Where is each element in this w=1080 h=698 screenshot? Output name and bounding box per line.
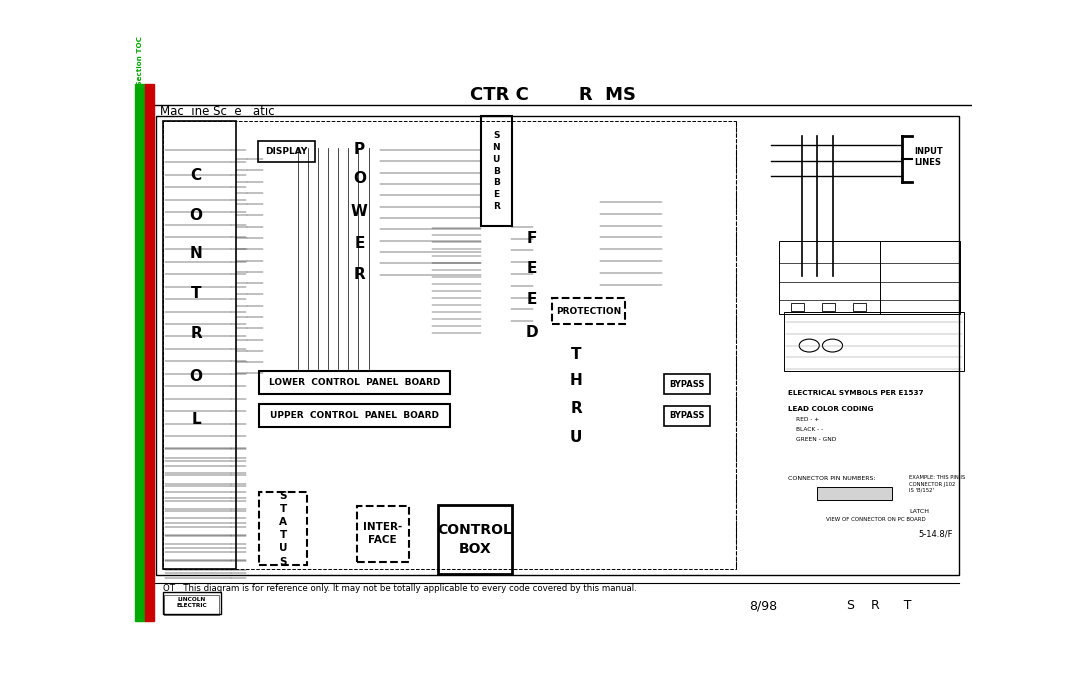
Text: 5-14.8/F: 5-14.8/F [918, 530, 953, 539]
Text: OT   This diagram is for reference only. It may not be totally applicable to eve: OT This diagram is for reference only. I… [163, 584, 636, 593]
Text: CONNECTOR PIN NUMBERS:: CONNECTOR PIN NUMBERS: [788, 476, 876, 482]
Bar [818, 487, 892, 500]
Text: S
T
A
T
U
S: S T A T U S [279, 491, 287, 567]
Text: Return to Master TOC: Return to Master TOC [147, 234, 152, 323]
Text: Return to Master TOC: Return to Master TOC [147, 363, 152, 452]
Text: LATCH: LATCH [909, 509, 929, 514]
Bar [163, 592, 221, 614]
Bar [664, 374, 710, 394]
Text: R: R [570, 401, 582, 417]
Bar [259, 403, 449, 426]
Text: EXAMPLE: THIS PIN IS
CONNECTOR J102
IS 'B/152': EXAMPLE: THIS PIN IS CONNECTOR J102 IS '… [909, 475, 966, 493]
Text: F: F [527, 230, 537, 246]
Bar [259, 492, 308, 565]
Text: Return to Section TOC: Return to Section TOC [137, 299, 143, 390]
Text: P: P [354, 142, 365, 157]
Text: LINCOLN
ELECTRIC: LINCOLN ELECTRIC [177, 597, 207, 608]
Bar [163, 121, 235, 569]
Bar [791, 303, 805, 311]
Text: BYPASS: BYPASS [670, 380, 704, 389]
Bar [784, 312, 964, 371]
Bar [156, 116, 959, 575]
Text: O: O [353, 172, 366, 186]
Text: E: E [354, 236, 365, 251]
Text: S    R      T: S R T [847, 600, 912, 612]
Text: LEAD COLOR CODING: LEAD COLOR CODING [788, 406, 874, 412]
Bar [258, 141, 315, 162]
Text: Mac  ine Sc  e   atic: Mac ine Sc e atic [160, 105, 274, 118]
Text: INTER-
FACE: INTER- FACE [363, 522, 403, 545]
Text: E: E [527, 261, 537, 276]
Text: W: W [351, 205, 368, 219]
Bar [853, 303, 866, 311]
Text: R: R [353, 267, 365, 282]
Bar [145, 84, 154, 621]
Text: O: O [190, 208, 203, 223]
Text: LOWER  CONTROL  PANEL  BOARD: LOWER CONTROL PANEL BOARD [269, 378, 440, 387]
Bar [164, 595, 219, 615]
Text: U: U [570, 430, 582, 445]
Text: D: D [526, 325, 538, 339]
Text: T: T [191, 286, 201, 301]
Text: DISPLAY: DISPLAY [266, 147, 308, 156]
Text: O: O [190, 369, 203, 384]
Bar [552, 298, 625, 324]
Text: S
N
U
B
B
E
R: S N U B B E R [492, 131, 500, 211]
Text: Return to Section TOC: Return to Section TOC [137, 170, 143, 261]
Text: Return to Master TOC: Return to Master TOC [147, 103, 152, 191]
Text: Return to Section TOC: Return to Section TOC [137, 36, 143, 127]
Bar [356, 505, 408, 562]
Text: INPUT
LINES: INPUT LINES [915, 147, 944, 167]
Bar [259, 371, 449, 394]
Text: BYPASS: BYPASS [670, 411, 704, 420]
Text: E: E [527, 292, 537, 307]
Text: H: H [570, 373, 582, 389]
Text: BLACK - -: BLACK - - [796, 427, 823, 432]
Text: CTR C        R  MS: CTR C R MS [471, 86, 636, 103]
Bar [481, 116, 512, 226]
Text: L: L [191, 413, 201, 427]
Bar [664, 406, 710, 426]
Text: T: T [571, 347, 581, 362]
Text: PROTECTION: PROTECTION [556, 306, 621, 315]
Bar [163, 121, 735, 569]
Bar [135, 84, 145, 621]
Text: Return to Section TOC: Return to Section TOC [137, 425, 143, 517]
Text: N: N [190, 246, 202, 260]
Text: UPPER  CONTROL  PANEL  BOARD: UPPER CONTROL PANEL BOARD [270, 410, 438, 419]
Text: VIEW OF CONNECTOR ON PC BOARD: VIEW OF CONNECTOR ON PC BOARD [825, 517, 926, 521]
Bar [822, 303, 835, 311]
Text: CONTROL
BOX: CONTROL BOX [437, 524, 512, 556]
Text: Return to Master TOC: Return to Master TOC [147, 492, 152, 581]
Bar [438, 505, 512, 574]
Text: ELECTRICAL SYMBOLS PER E1537: ELECTRICAL SYMBOLS PER E1537 [788, 389, 923, 396]
Text: RED - +: RED - + [796, 417, 820, 422]
Text: R: R [190, 326, 202, 341]
Bar [780, 242, 960, 314]
Text: C: C [190, 168, 202, 183]
Text: GREEN - GND: GREEN - GND [796, 436, 837, 442]
Text: 8/98: 8/98 [748, 600, 777, 612]
